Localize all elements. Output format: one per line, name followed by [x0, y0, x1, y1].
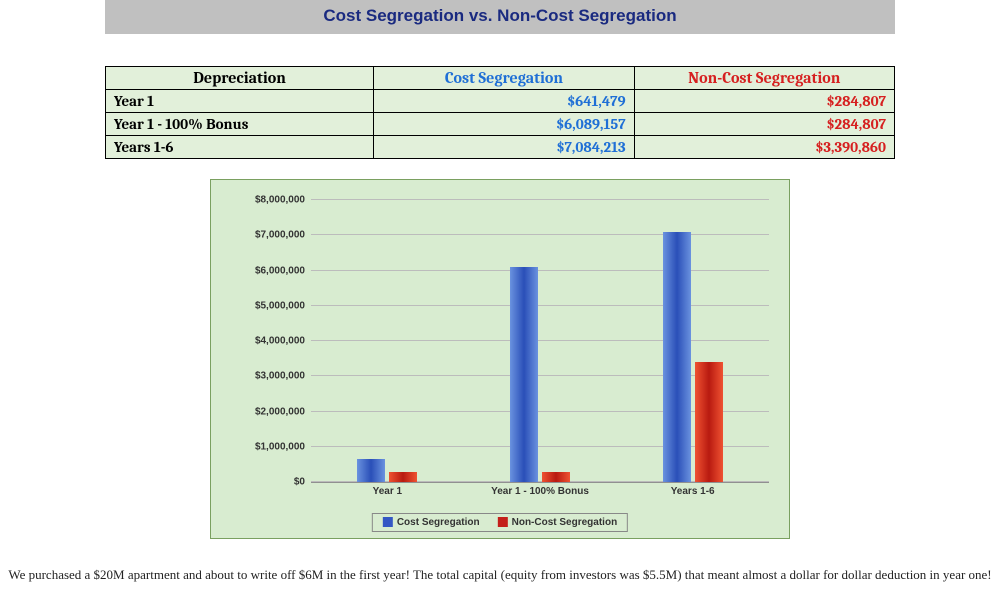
x-axis-category-label: Year 1 [312, 486, 462, 497]
header-cost-segregation: Cost Segregation [374, 67, 634, 90]
y-axis-label: $6,000,000 [255, 265, 305, 276]
header-non-cost-segregation: Non-Cost Segregation [634, 67, 894, 90]
chart-bar-ncs [695, 362, 723, 482]
bar-chart: $0 $1,000,000 $2,000,000 $3,000,000 $4,000,0… [210, 179, 790, 539]
page-title: Cost Segregation vs. Non-Cost Segregatio… [323, 6, 676, 25]
row-label: Year 1 [106, 90, 374, 113]
depreciation-table: Depreciation Cost Segregation Non-Cost S… [105, 66, 895, 159]
title-bar: Cost Segregation vs. Non-Cost Segregatio… [105, 0, 895, 34]
table-row: Year 1 $641,479 $284,807 [106, 90, 895, 113]
row-label: Year 1 - 100% Bonus [106, 113, 374, 136]
caption-text: We purchased a $20M apartment and about … [0, 567, 1000, 583]
chart-bar-ncs [542, 472, 570, 482]
table-row: Year 1 - 100% Bonus $6,089,157 $284,807 [106, 113, 895, 136]
x-axis-category-label: Years 1-6 [618, 486, 768, 497]
chart-bar-cs [510, 267, 538, 482]
table-header-row: Depreciation Cost Segregation Non-Cost S… [106, 67, 895, 90]
table-row: Years 1-6 $7,084,213 $3,390,860 [106, 136, 895, 159]
y-axis-label: $4,000,000 [255, 336, 305, 347]
legend-label-cs: Cost Segregation [397, 517, 480, 528]
chart-bar-cs [663, 232, 691, 482]
x-axis-category-label: Year 1 - 100% Bonus [465, 486, 615, 497]
depreciation-table-wrapper: Depreciation Cost Segregation Non-Cost S… [105, 66, 895, 159]
y-axis-label: $3,000,000 [255, 371, 305, 382]
y-axis-label: $8,000,000 [255, 195, 305, 206]
legend-swatch-cs [383, 517, 393, 527]
ncs-value: $284,807 [634, 90, 894, 113]
ncs-value: $3,390,860 [634, 136, 894, 159]
legend-item-ncs: Non-Cost Segregation [498, 517, 618, 528]
chart-bar-group: Years 1-6 [663, 200, 723, 482]
legend-item-cs: Cost Segregation [383, 517, 480, 528]
cs-value: $6,089,157 [374, 113, 634, 136]
y-axis-label: $1,000,000 [255, 441, 305, 452]
chart-bar-ncs [389, 472, 417, 482]
row-label: Years 1-6 [106, 136, 374, 159]
chart-bar-group: Year 1 [357, 200, 417, 482]
y-axis-label: $5,000,000 [255, 300, 305, 311]
chart-bar-group: Year 1 - 100% Bonus [510, 200, 570, 482]
ncs-value: $284,807 [634, 113, 894, 136]
y-axis-label: $0 [294, 477, 305, 488]
header-depreciation: Depreciation [106, 67, 374, 90]
legend-label-ncs: Non-Cost Segregation [512, 517, 618, 528]
cs-value: $7,084,213 [374, 136, 634, 159]
y-axis-label: $7,000,000 [255, 230, 305, 241]
y-axis-label: $2,000,000 [255, 406, 305, 417]
cs-value: $641,479 [374, 90, 634, 113]
chart-legend: Cost Segregation Non-Cost Segregation [372, 513, 628, 532]
legend-swatch-ncs [498, 517, 508, 527]
chart-plot-area: $0$1,000,000$2,000,000$3,000,000$4,000,0… [311, 200, 769, 483]
chart-bar-cs [357, 459, 385, 482]
